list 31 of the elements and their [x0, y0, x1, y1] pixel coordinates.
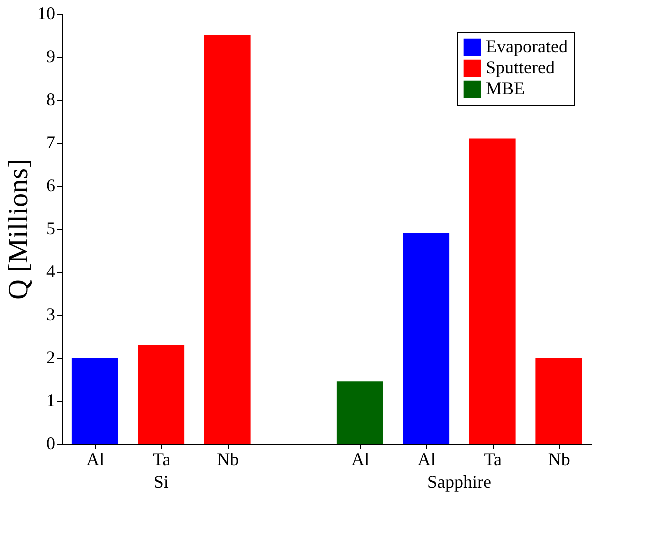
y-tick-label: 7: [46, 132, 56, 152]
y-tick-label: 10: [38, 4, 56, 24]
text: Sapphire: [428, 472, 492, 492]
bar: [403, 233, 450, 444]
text: Si: [154, 472, 169, 492]
y-tick-label: 6: [46, 176, 56, 196]
bar: [204, 36, 251, 444]
y-tick-label: 3: [46, 304, 56, 324]
bar: [138, 345, 185, 444]
x-tick-label: Nb: [548, 450, 570, 470]
bar: [469, 138, 516, 444]
legend-label: Evaporated: [486, 36, 568, 56]
y-tick-label: 0: [46, 434, 56, 454]
x-tick-label: Al: [418, 450, 436, 470]
x-tick-label: Nb: [217, 450, 240, 470]
legend-label: MBE: [486, 78, 526, 98]
bar: [72, 358, 118, 444]
bar: [536, 358, 582, 444]
y-tick-label: 8: [46, 90, 56, 110]
x-tick-label: Al: [352, 450, 370, 470]
x-tick-label: Ta: [484, 450, 502, 470]
y-tick-label: 9: [46, 46, 56, 66]
x-tick-label: Al: [86, 450, 105, 470]
y-axis-title: Q [Millions]: [4, 159, 34, 300]
x-tick-label: Ta: [153, 450, 171, 470]
y-tick-label: 1: [46, 390, 56, 410]
legend-label: Sputtered: [486, 58, 555, 78]
y-tick-label: 5: [46, 218, 56, 238]
y-tick-label: 4: [46, 262, 56, 282]
y-tick-label: 2: [46, 348, 56, 368]
bar: [336, 382, 384, 444]
